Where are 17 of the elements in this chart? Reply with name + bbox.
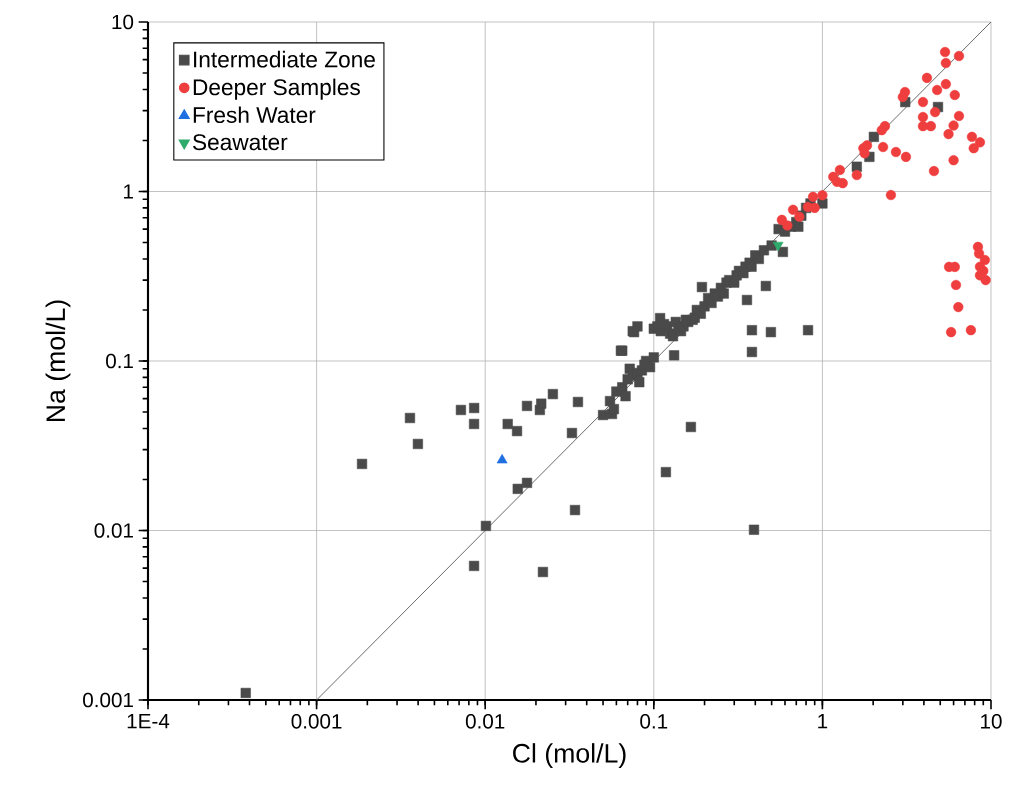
legend-label: Intermediate Zone (194, 50, 375, 68)
y-tick-label: 1 (124, 184, 133, 199)
x-tick-label: 0.1 (640, 714, 668, 729)
x-tick-label: 1 (818, 714, 828, 729)
legend-label: Seawater (193, 134, 288, 151)
legend-label: Fresh Water (193, 106, 316, 124)
y-tick-label: 0.01 (94, 523, 133, 538)
x-tick-label: 10 (981, 714, 1002, 729)
x-tick-label: 1E-4 (127, 714, 170, 729)
x-tick-label: 0.001 (291, 714, 342, 729)
x-tick-label: 0.01 (465, 714, 505, 729)
x-axis-title: Cl (mol/L) (513, 743, 626, 768)
y-tick-label: 0.001 (83, 692, 133, 708)
y-tick-label: 10 (112, 14, 134, 30)
y-axis-title: Na (mol/L) (45, 300, 71, 422)
legend-label: Deeper Samples (193, 78, 360, 100)
y-tick-label: 0.1 (106, 353, 133, 369)
